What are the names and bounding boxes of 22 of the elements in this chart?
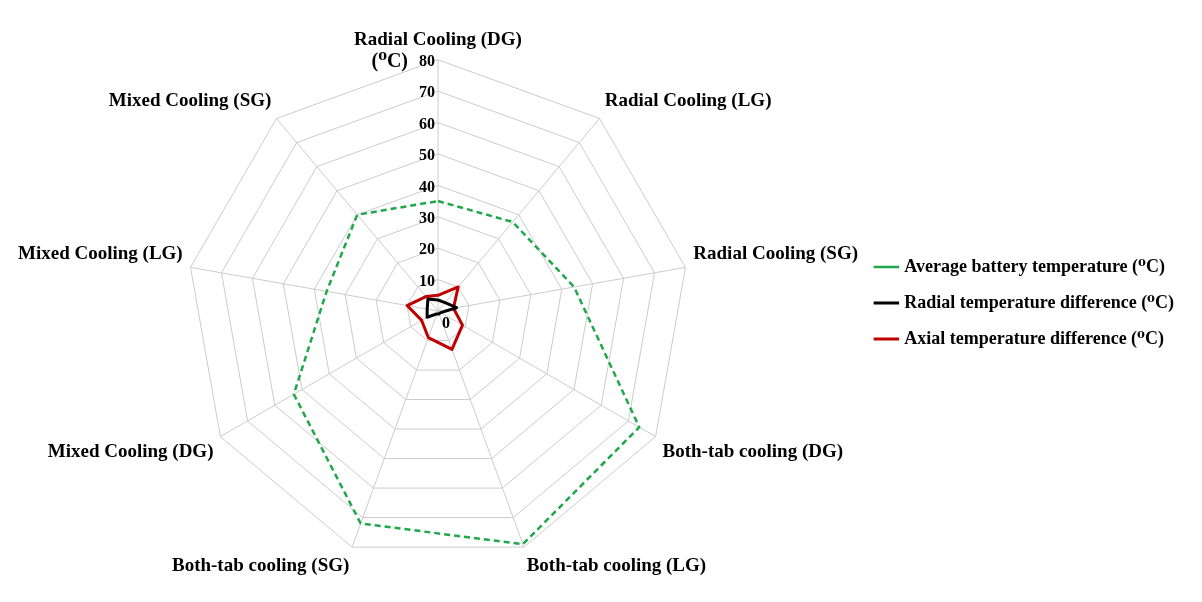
y-tick-label: 10: [419, 271, 435, 289]
legend-label: Axial temperature difference (⁰C): [904, 327, 1164, 349]
spoke-label: Radial Cooling (DG): [354, 28, 522, 51]
spoke-label: Both-tab cooling (LG): [526, 553, 707, 576]
legend-label: Radial temperature difference (⁰C): [904, 291, 1175, 313]
y-tick-label: 80: [419, 51, 435, 69]
y-tick-label: 20: [419, 240, 435, 258]
y-tick-label: 70: [419, 83, 435, 101]
spoke-label: Radial Cooling (SG): [693, 242, 859, 265]
y-tick-label: 0: [442, 314, 450, 332]
spoke-label: Mixed Cooling (SG): [108, 88, 272, 111]
y-tick-label: 60: [419, 114, 435, 132]
text: (⁰C): [371, 48, 408, 72]
y-tick-label: 40: [419, 177, 435, 195]
spoke-label: Both-tab cooling (DG): [662, 439, 844, 462]
spoke-label: Both-tab cooling (SG): [171, 553, 350, 576]
spoke-label: Mixed Cooling (DG): [47, 439, 214, 462]
y-tick-label: 50: [419, 146, 435, 164]
spoke-label: Radial Cooling (LG): [604, 88, 772, 111]
spoke-label: Mixed Cooling (LG): [17, 242, 183, 265]
legend-label: Average battery temperature (⁰C): [904, 255, 1165, 277]
y-tick-label: 30: [419, 208, 435, 226]
